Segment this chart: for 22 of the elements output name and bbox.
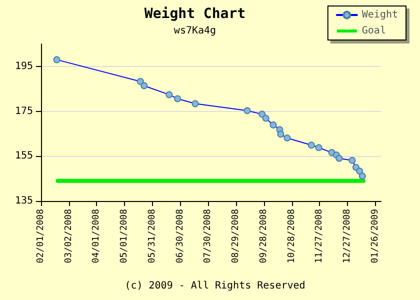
x-tick-label: 03/02/2008 [64, 209, 74, 264]
x-tick-label: 01/26/2009 [370, 209, 380, 264]
x-tick-label: 05/01/2008 [120, 209, 130, 264]
legend-label: Weight [362, 10, 398, 20]
x-tick-label: 02/01/2008 [36, 209, 46, 264]
y-tick-label: 155 [14, 150, 33, 162]
y-tick-label: 175 [14, 106, 33, 117]
chart-subtitle: ws7Ka4g [174, 26, 216, 36]
x-tick-label: 08/29/2008 [231, 209, 242, 264]
x-tick-label: 06/30/2008 [175, 209, 186, 264]
x-tick-label: 09/28/2008 [258, 209, 269, 264]
chart-title: Weight Chart [144, 6, 246, 22]
x-tick-label: 04/01/2008 [92, 209, 102, 264]
x-tick-label: 12/27/2008 [342, 209, 353, 264]
x-tick-label: 11/27/2008 [314, 209, 325, 264]
x-tick-label: 10/28/2008 [286, 209, 297, 264]
text: (c) 2009 - All Rights Reserved [124, 280, 306, 292]
x-tick-label: 05/31/2008 [147, 209, 158, 264]
y-tick-label: 195 [14, 60, 33, 72]
legend-label: Goal [362, 26, 386, 36]
x-tick-label: 07/30/2008 [203, 209, 214, 264]
y-tick-label: 135 [14, 196, 33, 206]
